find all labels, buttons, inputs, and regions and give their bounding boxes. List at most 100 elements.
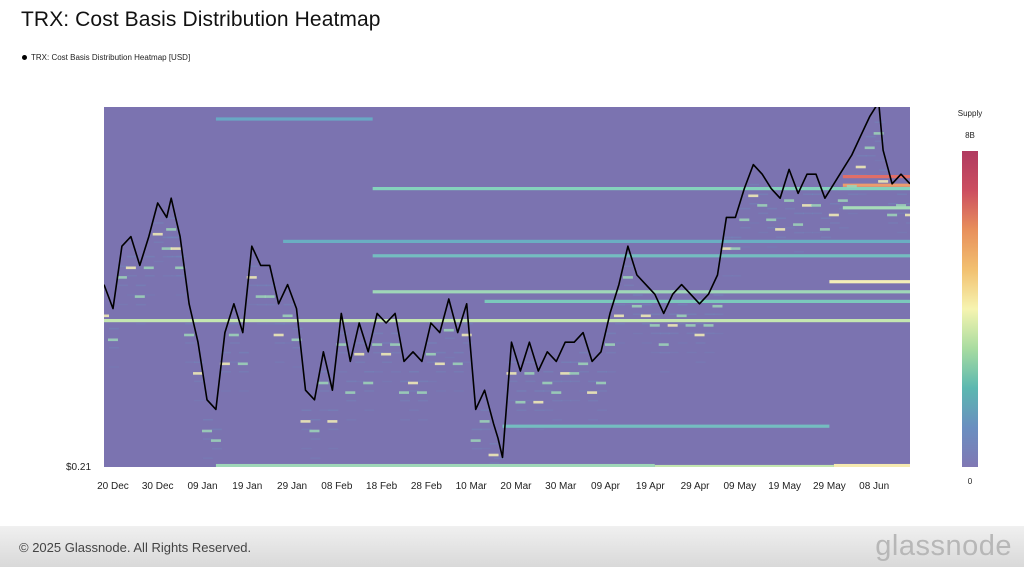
texture-cell [570, 399, 581, 402]
texture-cell [472, 467, 482, 469]
cost-basis-cell [828, 213, 839, 217]
texture-cell [811, 212, 822, 215]
cost-basis-cell [802, 204, 813, 207]
texture-cell [570, 361, 581, 363]
texture-cell [238, 351, 249, 354]
cost-basis-cell [161, 247, 172, 250]
cost-basis-cell [676, 314, 687, 318]
x-tick-label: 20 Mar [500, 481, 532, 492]
texture-cell [171, 236, 182, 239]
texture-cell [426, 361, 437, 363]
texture-cell [897, 231, 908, 234]
chart-title: TRX: Cost Basis Distribution Heatmap [21, 8, 381, 31]
texture-cell [167, 236, 178, 239]
texture-cell [650, 351, 661, 354]
texture-cell [888, 203, 899, 205]
x-tick-label: 30 Mar [545, 481, 577, 492]
cost-basis-cell [201, 429, 212, 433]
texture-cell [162, 236, 173, 239]
colorbar-max-label: 8B [965, 131, 975, 140]
cost-basis-cell [667, 324, 678, 327]
texture-cell [525, 361, 536, 363]
cost-basis-cell [873, 132, 884, 135]
texture-cell [319, 409, 330, 411]
texture-cell [247, 303, 258, 306]
cost-basis-cell [452, 362, 463, 366]
texture-cell [722, 275, 733, 277]
texture-cell [820, 236, 831, 239]
texture-cell [153, 260, 164, 263]
cost-basis-cell [560, 372, 571, 375]
texture-cell [686, 332, 697, 335]
texture-cell [153, 222, 164, 224]
texture-cell [516, 390, 527, 392]
texture-cell [471, 447, 482, 450]
texture-cell [144, 255, 155, 258]
texture-cell [274, 342, 285, 344]
supply-band [654, 464, 834, 467]
cost-basis-cell [291, 338, 302, 342]
texture-cell [803, 193, 814, 195]
cost-basis-cell [837, 199, 848, 202]
cost-basis-cell [372, 343, 383, 346]
texture-cell [373, 351, 384, 354]
texture-cell [167, 217, 178, 219]
texture-cell [695, 361, 706, 363]
cost-basis-cell [255, 295, 266, 298]
texture-cell [274, 361, 285, 363]
texture-cell [346, 419, 357, 421]
cost-basis-cell [264, 295, 275, 298]
cost-basis-cell [318, 381, 329, 385]
texture-cell [194, 380, 205, 383]
texture-cell [471, 428, 482, 431]
cost-basis-cell [578, 362, 589, 366]
texture-cell [499, 515, 509, 517]
cost-basis-cell [125, 266, 136, 270]
cost-basis-cell [300, 420, 311, 423]
texture-cell [126, 255, 137, 258]
texture-cell [171, 255, 182, 258]
texture-cell [490, 481, 500, 483]
texture-cell [355, 380, 366, 383]
texture-cell [677, 342, 688, 344]
cost-basis-cell [282, 314, 293, 318]
x-tick-label: 29 Jan [277, 481, 307, 492]
texture-cell [265, 303, 276, 306]
supply-band [372, 290, 910, 294]
cost-basis-cell [219, 362, 230, 366]
texture-cell [874, 121, 885, 123]
cost-basis-cell [613, 314, 624, 318]
texture-cell [444, 356, 455, 359]
supply-band [842, 183, 910, 187]
texture-cell [534, 390, 545, 392]
texture-cell [623, 284, 634, 287]
texture-cell [382, 361, 393, 363]
cost-basis-cell [757, 204, 768, 207]
cost-basis-cell [210, 439, 221, 442]
texture-cell [605, 351, 616, 354]
texture-cell [605, 371, 616, 373]
texture-cell [364, 371, 375, 373]
texture-cell [597, 371, 608, 373]
texture-cell [597, 390, 608, 392]
legend: TRX: Cost Basis Distribution Heatmap [US… [22, 53, 190, 62]
supply-band [104, 319, 910, 323]
texture-cell [400, 380, 411, 383]
y-tick-label: $0.21 [66, 462, 91, 473]
texture-cell [162, 275, 173, 277]
texture-cell [561, 399, 572, 402]
cost-basis-cell [107, 338, 118, 342]
cost-basis-cell [846, 184, 857, 188]
texture-cell [453, 390, 464, 392]
texture-cell [507, 361, 518, 363]
texture-cell [346, 399, 357, 402]
x-tick-label: 09 Apr [591, 481, 621, 492]
texture-cell [435, 371, 446, 373]
texture-cell [847, 212, 858, 215]
texture-cell [668, 332, 679, 335]
cost-basis-cell [479, 420, 490, 423]
texture-cell [310, 419, 321, 421]
cost-basis-cell [237, 362, 248, 366]
texture-cell [713, 294, 724, 296]
texture-cell [829, 203, 840, 205]
